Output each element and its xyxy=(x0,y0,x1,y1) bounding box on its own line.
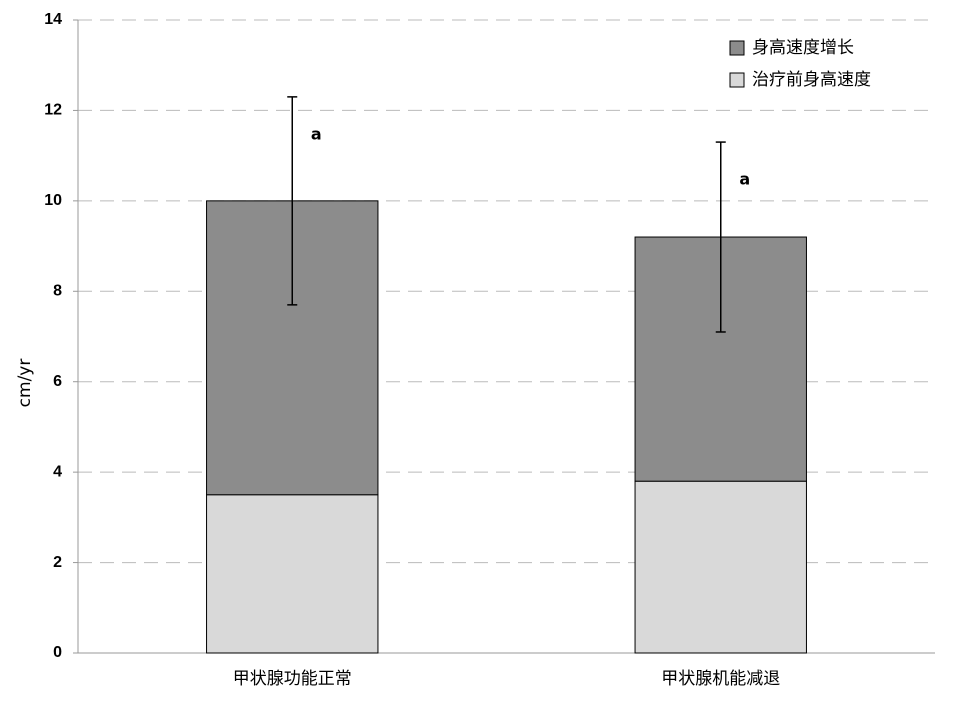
annotation: a xyxy=(739,170,750,189)
error-bar xyxy=(287,96,298,306)
y-tick-label: 12 xyxy=(44,102,62,119)
x-tick-label: 甲状腺机能减退 xyxy=(661,669,780,689)
y-tick-label: 8 xyxy=(53,283,62,300)
legend-label: 治疗前身高速度 xyxy=(752,70,871,90)
y-tick-label: 14 xyxy=(44,11,62,28)
x-tick-label: 甲状腺功能正常 xyxy=(233,669,352,689)
y-tick-label: 6 xyxy=(53,373,62,390)
legend-swatch xyxy=(729,40,745,56)
y-tick-label: 2 xyxy=(53,554,62,571)
annotation: a xyxy=(311,124,322,143)
legend-swatch xyxy=(729,72,745,88)
y-tick-label: 10 xyxy=(44,192,62,209)
bar-segment xyxy=(206,494,379,654)
bar-segment xyxy=(634,480,807,654)
y-tick-label: 4 xyxy=(53,463,62,480)
error-bar xyxy=(715,141,726,333)
y-axis-label: cm/yr xyxy=(15,359,35,408)
legend-label: 身高速度增长 xyxy=(752,38,854,58)
y-tick-label: 0 xyxy=(53,644,62,661)
